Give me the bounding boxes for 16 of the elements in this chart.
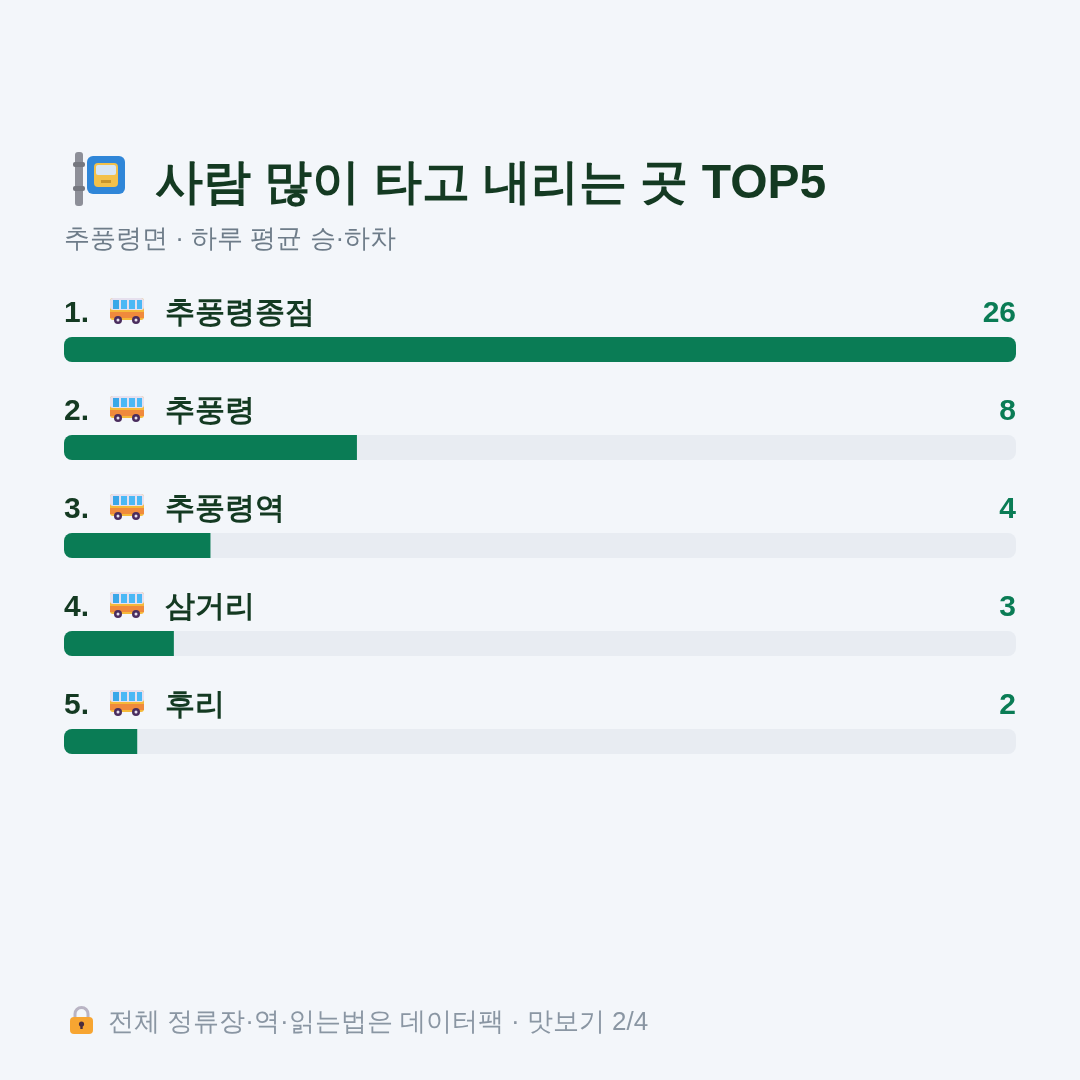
bar [64, 729, 138, 754]
category-label: 3. 추풍령역 [64, 491, 285, 524]
chart-title: 사람 많이 타고 내리는 곳 TOP5 [155, 155, 827, 208]
bar [64, 631, 174, 656]
category-label: 2. 추풍령 [64, 393, 255, 426]
bar [64, 533, 211, 558]
category-label: 1. 추풍령종점 [64, 295, 315, 328]
data-label: 3 [999, 589, 1016, 622]
chart-subtitle: 추풍령면 · 하루 평균 승·하차 [64, 223, 397, 253]
data-label: 2 [999, 687, 1016, 720]
category-label: 5. 후리 [64, 687, 225, 720]
category-label: 4. 삼거리 [64, 589, 255, 622]
text: 전체 정류장·역·읽는법은 데이터팩 · 맛보기 2/4 [108, 1006, 649, 1036]
data-label: 26 [982, 295, 1016, 328]
data-label: 4 [999, 491, 1017, 524]
data-label: 8 [999, 393, 1016, 426]
